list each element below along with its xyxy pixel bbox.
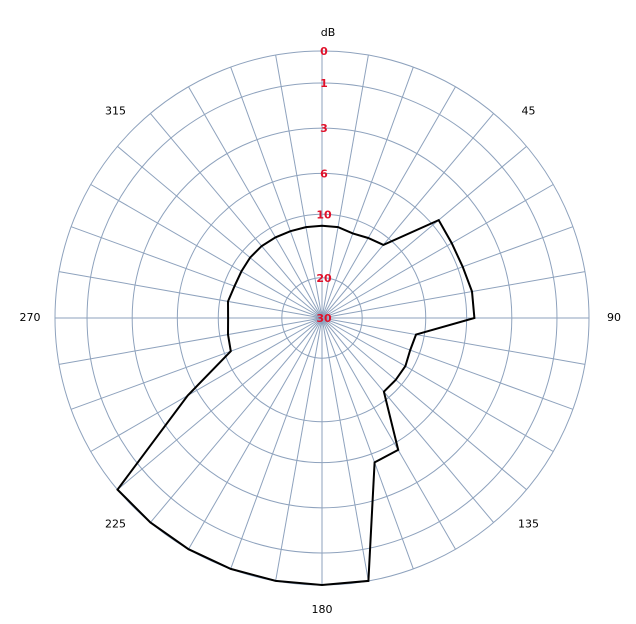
spoke	[149, 317, 323, 523]
grid-ring	[131, 127, 513, 509]
spoke	[321, 145, 527, 319]
angle-label: 45	[521, 105, 535, 118]
r-tick-label: 0	[320, 45, 328, 58]
spoke	[321, 317, 574, 410]
r-tick-label: 20	[316, 272, 332, 285]
spoke	[321, 66, 414, 319]
spoke	[90, 317, 323, 452]
spoke	[321, 317, 456, 550]
spoke	[321, 317, 369, 582]
r-tick-label: 10	[316, 208, 332, 221]
angle-label: 135	[518, 517, 539, 530]
grid-ring	[176, 172, 468, 464]
spoke	[321, 317, 586, 365]
spoke	[275, 54, 323, 319]
spoke	[58, 317, 323, 365]
angle-label: 270	[20, 311, 41, 324]
r-tick-label: 3	[320, 122, 328, 135]
spoke	[230, 66, 323, 319]
spoke	[321, 184, 554, 319]
spoke	[117, 317, 323, 491]
spoke	[70, 317, 323, 410]
spoke	[70, 226, 323, 319]
angle-label: 180	[312, 603, 333, 616]
spoke	[321, 317, 554, 452]
r-tick-label: 1	[320, 77, 328, 90]
spoke	[90, 184, 323, 319]
spoke	[321, 317, 527, 491]
angle-label: 225	[105, 517, 126, 530]
r-tick-label: 6	[320, 167, 328, 180]
spoke	[321, 226, 574, 319]
spoke	[321, 54, 369, 319]
angle-label: 315	[105, 105, 126, 118]
spoke	[58, 271, 323, 319]
axis-unit: dB	[321, 26, 336, 39]
spoke	[321, 113, 495, 319]
spoke	[188, 317, 323, 550]
spoke	[321, 271, 586, 319]
r-tick-label: 30	[316, 312, 332, 325]
spoke	[188, 86, 323, 319]
spoke	[321, 317, 414, 570]
spoke	[149, 113, 323, 319]
grid-ring	[217, 213, 427, 423]
spoke	[321, 317, 495, 523]
spoke	[230, 317, 323, 570]
spoke	[117, 145, 323, 319]
pattern-line	[116, 218, 476, 587]
grid-ring	[281, 277, 363, 359]
spoke	[275, 317, 323, 582]
spoke	[321, 86, 456, 319]
angle-label: 90	[607, 311, 621, 324]
grid-ring	[86, 82, 558, 554]
